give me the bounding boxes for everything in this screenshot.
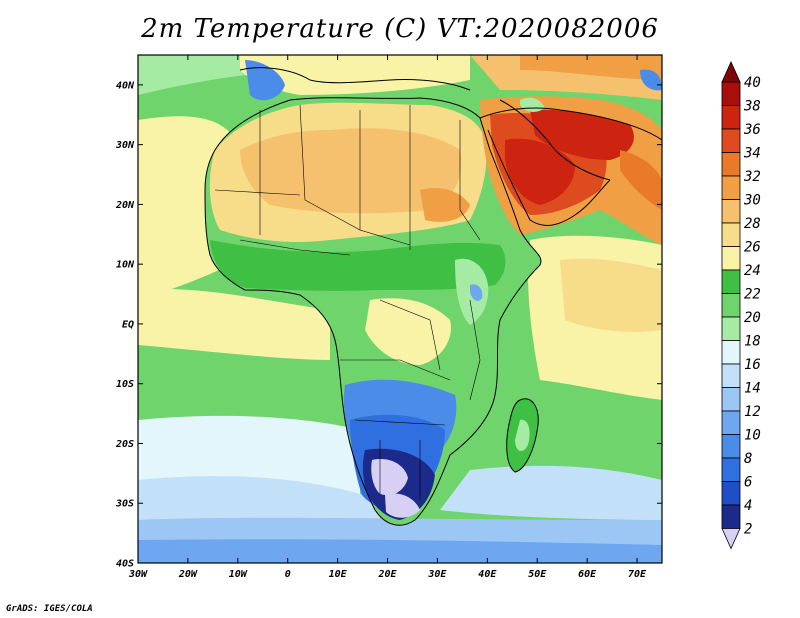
grads-credit: GrADS: IGES/COLA bbox=[6, 604, 93, 614]
colorbar-label: 32 bbox=[743, 169, 761, 185]
colorbar-label: 26 bbox=[744, 240, 761, 256]
lon-tick-label: 10E bbox=[329, 569, 348, 580]
gulf-warm-zone bbox=[138, 289, 330, 360]
lon-tick-label: 30E bbox=[427, 569, 447, 580]
colorbar-swatch bbox=[721, 222, 741, 247]
colorbar-swatch bbox=[721, 504, 741, 529]
map-title: 2m Temperature (C) VT:2020082006 bbox=[141, 14, 659, 44]
karoo-frost-zone bbox=[385, 493, 420, 518]
sahara-hot-zone bbox=[240, 128, 462, 214]
colorbar-label: 20 bbox=[744, 310, 761, 326]
congo-zone bbox=[365, 298, 451, 365]
colorbar-swatch bbox=[721, 246, 741, 271]
lon-tick-label: 70E bbox=[628, 569, 647, 580]
colorbar-label: 16 bbox=[744, 357, 761, 373]
lon-tick-label: 30W bbox=[128, 569, 148, 580]
colorbar-label: 24 bbox=[744, 263, 761, 279]
south-africa-frost-zone bbox=[371, 459, 408, 496]
colorbar-swatch bbox=[721, 434, 741, 459]
lat-tick-label: 10N bbox=[116, 260, 135, 271]
colorbar-swatch bbox=[721, 387, 741, 412]
mediterranean-zone bbox=[240, 55, 470, 95]
lon-tick-label: 50E bbox=[528, 569, 547, 580]
colorbar-swatch bbox=[721, 199, 741, 224]
arabia-extreme-zone bbox=[505, 138, 575, 205]
colorbar-label: 18 bbox=[744, 334, 761, 350]
sudan-hot-zone bbox=[420, 188, 470, 222]
colorbar-swatch bbox=[721, 340, 741, 365]
lon-tick-label: 10W bbox=[229, 569, 248, 580]
colorbar-label: 40 bbox=[744, 75, 761, 91]
lat-tick-label: 30S bbox=[115, 499, 134, 510]
lat-tick-label: 20S bbox=[115, 439, 134, 450]
colorbar-label: 22 bbox=[744, 287, 761, 303]
colorbar-label: 30 bbox=[743, 193, 761, 209]
lon-tick-label: 60E bbox=[578, 569, 597, 580]
colorbar-swatch bbox=[721, 269, 741, 294]
lat-tick-label: 40S bbox=[116, 559, 134, 570]
indian-ocean-warmer-zone bbox=[560, 258, 662, 332]
colorbar-swatch bbox=[721, 81, 741, 106]
lon-tick-label: 0 bbox=[285, 569, 291, 580]
colorbar-label: 2 bbox=[744, 522, 752, 538]
colorbar-swatch bbox=[721, 128, 741, 153]
lon-tick-label: 20W bbox=[178, 569, 198, 580]
colorbar-swatch bbox=[721, 293, 741, 318]
colorbar-label: 8 bbox=[744, 451, 752, 467]
lat-tick-label: 30N bbox=[115, 140, 135, 151]
lat-tick-label: 20N bbox=[115, 200, 135, 211]
lat-tick-label: EQ bbox=[122, 319, 134, 330]
south-indian-cool-zone bbox=[440, 465, 662, 520]
colorbar-label: 38 bbox=[743, 99, 761, 115]
colorbar-top-triangle bbox=[721, 61, 741, 83]
colorbar-label: 6 bbox=[744, 475, 752, 491]
colorbar-swatch bbox=[721, 457, 741, 482]
colorbar-swatch bbox=[721, 175, 741, 200]
ethiopia-cool-spot bbox=[470, 284, 483, 301]
colorbar-swatch bbox=[721, 316, 741, 341]
country-borders bbox=[214, 104, 481, 500]
colorbar-swatch bbox=[721, 410, 741, 435]
caspian-zone bbox=[520, 55, 662, 80]
iberia-cool-zone bbox=[245, 60, 285, 101]
colorbar: 40 38 36 34 32 30 28 26 24 22 20 18 16 14 12 10 8 6 4 2 bbox=[721, 61, 761, 550]
sahel-zone bbox=[210, 240, 506, 291]
iran-hot-zone bbox=[530, 109, 634, 160]
colorbar-label: 36 bbox=[743, 122, 761, 138]
madagascar-highland bbox=[515, 419, 530, 452]
colorbar-swatch bbox=[721, 363, 741, 388]
colorbar-label: 12 bbox=[744, 404, 761, 420]
colorbar-swatch bbox=[721, 152, 741, 177]
colorbar-label: 34 bbox=[743, 146, 761, 162]
coastlines bbox=[204, 67, 662, 526]
colorbar-label: 4 bbox=[744, 498, 752, 514]
southern-ocean-coldest-zone bbox=[138, 539, 662, 563]
lat-tick-label: 10S bbox=[116, 379, 134, 390]
pakistan-hot-zone bbox=[620, 150, 662, 210]
colorbar-bottom-triangle bbox=[721, 528, 741, 550]
colorbar-label: 28 bbox=[744, 216, 761, 232]
lat-tick-label: 40N bbox=[116, 80, 135, 91]
plot-frame bbox=[137, 54, 663, 564]
axis-ticks: 30W 20W 10W 0 10E 20E 30E 40E 50E 60E 70E 40N 30N 20N… bbox=[115, 55, 662, 580]
himalaya-cool-zone bbox=[640, 69, 662, 91]
lon-tick-label: 20E bbox=[377, 569, 397, 580]
colorbar-swatch bbox=[721, 481, 741, 506]
map-field bbox=[138, 55, 662, 563]
lon-tick-label: 40E bbox=[478, 569, 497, 580]
colorbar-swatch bbox=[721, 105, 741, 130]
colorbar-label: 10 bbox=[744, 428, 761, 444]
colorbar-label: 14 bbox=[744, 381, 761, 397]
